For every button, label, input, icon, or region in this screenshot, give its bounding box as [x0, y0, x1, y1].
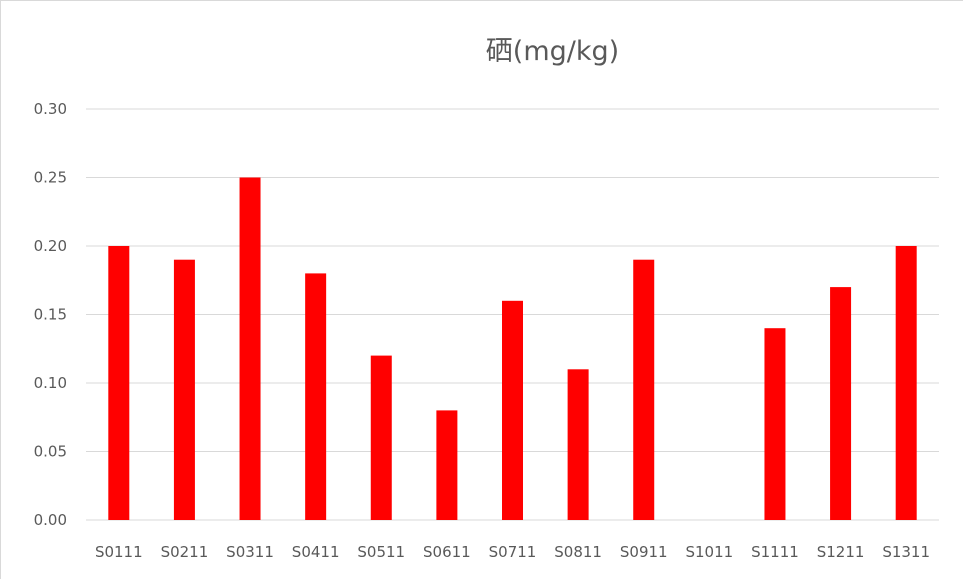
x-tick-label: S0711 [489, 543, 537, 561]
bar-S0111 [108, 246, 130, 520]
bar-S0711 [502, 300, 523, 520]
y-axis-ticks: 0.00 0.05 0.10 0.15 0.20 0.25 0.30 [34, 100, 67, 529]
bar-S0311 [239, 177, 261, 520]
chart-title: 硒(mg/kg) [485, 36, 620, 67]
bar-S0811 [567, 369, 589, 520]
bar-S0411 [305, 273, 327, 520]
y-tick-label: 0.30 [34, 100, 67, 118]
x-tick-label: S1111 [751, 543, 799, 561]
x-tick-label: S0911 [620, 543, 668, 561]
x-tick-label: S0611 [423, 543, 471, 561]
y-tick-label: 0.25 [34, 169, 67, 187]
bar-S0911 [633, 259, 655, 520]
y-tick-label: 0.00 [34, 511, 67, 529]
y-tick-label: 0.10 [34, 374, 67, 392]
x-tick-label: S0511 [357, 543, 405, 561]
x-tick-label: S0811 [554, 543, 602, 561]
x-tick-label: S1311 [882, 543, 930, 561]
bars [108, 177, 917, 520]
bar-S0211 [173, 259, 195, 520]
x-tick-label: S0111 [95, 543, 143, 561]
bar-S1311 [895, 246, 917, 520]
x-tick-label: S1211 [817, 543, 865, 561]
bar-S0511 [370, 355, 392, 520]
x-tick-label: S0211 [161, 543, 209, 561]
x-tick-label: S1011 [685, 543, 733, 561]
bar-S1211 [830, 287, 852, 520]
y-tick-label: 0.15 [34, 306, 67, 324]
y-tick-label: 0.05 [34, 443, 67, 461]
y-tick-label: 0.20 [34, 237, 67, 255]
x-axis-ticks: S0111 S0211 S0311 S0411 S0511 S0611 S0711 S0811… [95, 543, 930, 561]
x-tick-label: S0411 [292, 543, 340, 561]
bar-S0611 [436, 410, 458, 520]
x-tick-label: S0311 [226, 543, 274, 561]
bar-S1111 [764, 328, 786, 520]
